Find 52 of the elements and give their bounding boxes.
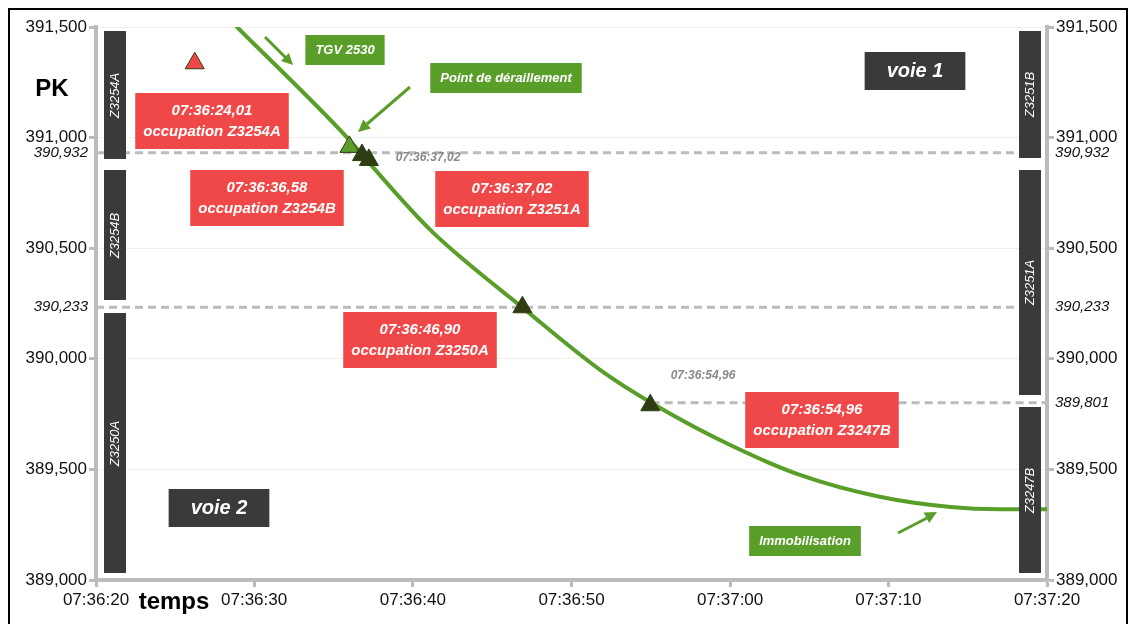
x-tick-label: 07:36:50 xyxy=(538,589,605,609)
annotation: Z3254A xyxy=(107,72,123,118)
section-tag: Z3254B xyxy=(104,170,126,300)
annotation: 07:36:46,90 occupation Z3250A xyxy=(351,319,489,358)
y2-tick-label: 390,000 xyxy=(1056,348,1118,368)
x-tick-label: 07:36:40 xyxy=(379,589,446,609)
annotation: TGV 2530 xyxy=(315,41,376,57)
x-axis-title: temps xyxy=(138,586,210,614)
section-tag: Z3254A xyxy=(104,31,126,159)
annotation: Z3254B xyxy=(107,212,123,258)
section-tag: Z3250A xyxy=(104,313,126,573)
y-axis-title: PK xyxy=(35,73,70,101)
x-tick-label: 07:36:20 xyxy=(62,589,130,609)
point xyxy=(339,135,360,153)
y-tick-label: 389,500 xyxy=(25,459,87,479)
annotation: 07:36:37,02 occupation Z3251A xyxy=(443,178,581,217)
annotation: Point de déraillement xyxy=(440,69,573,85)
annotation: 07:36:36,58 occupation Z3254B xyxy=(198,177,336,216)
annotation: voie 1 xyxy=(886,58,944,81)
x-tick-label: 07:36:30 xyxy=(221,589,288,609)
y2-tick-label: 389,000 xyxy=(1056,569,1118,589)
text: 390,233 xyxy=(1055,297,1110,315)
section-tag: Z3251A xyxy=(1019,170,1041,395)
section-tag: Z3247B xyxy=(1019,407,1041,573)
annotation: Z3251B xyxy=(1022,71,1038,118)
annotation: Immobilisation xyxy=(759,532,851,548)
annotation: voie 2 xyxy=(190,495,248,518)
y-tick-label: 390,000 xyxy=(25,348,87,368)
ref-line-label: 389,801 xyxy=(1055,392,1110,410)
y2-tick-label: 389,500 xyxy=(1056,459,1118,479)
x-tick-label: 07:37:20 xyxy=(1013,589,1081,609)
y2-tick-label: 391,000 xyxy=(1056,127,1118,147)
point xyxy=(512,295,533,314)
annotation: Z3250A xyxy=(107,420,123,466)
x-tick-label: 07:37:00 xyxy=(697,589,764,609)
annotation: Z3247B xyxy=(1022,467,1038,513)
ref-line-label: 390,233 xyxy=(33,297,89,315)
y-tick-label: 391,500 xyxy=(25,16,87,36)
y-tick-label: 389,000 xyxy=(25,569,87,589)
x-tick-label: 07:37:10 xyxy=(855,589,922,609)
y2-tick-label: 391,500 xyxy=(1056,16,1118,36)
annotation: Z3251A xyxy=(1022,259,1038,306)
y2-tick-label: 390,500 xyxy=(1056,237,1118,257)
point xyxy=(358,148,379,166)
annotation: 07:36:37,02 xyxy=(395,150,461,165)
annotation: 07:36:54,96 xyxy=(670,368,736,383)
section-tag: Z3251B xyxy=(1019,31,1041,158)
point xyxy=(184,51,205,70)
point xyxy=(640,393,661,412)
y-tick-label: 390,500 xyxy=(25,237,87,257)
annotation: 07:36:54,96 occupation Z3247B xyxy=(753,399,891,438)
annotation: 07:36:24,01 occupation Z3254A xyxy=(143,100,281,139)
